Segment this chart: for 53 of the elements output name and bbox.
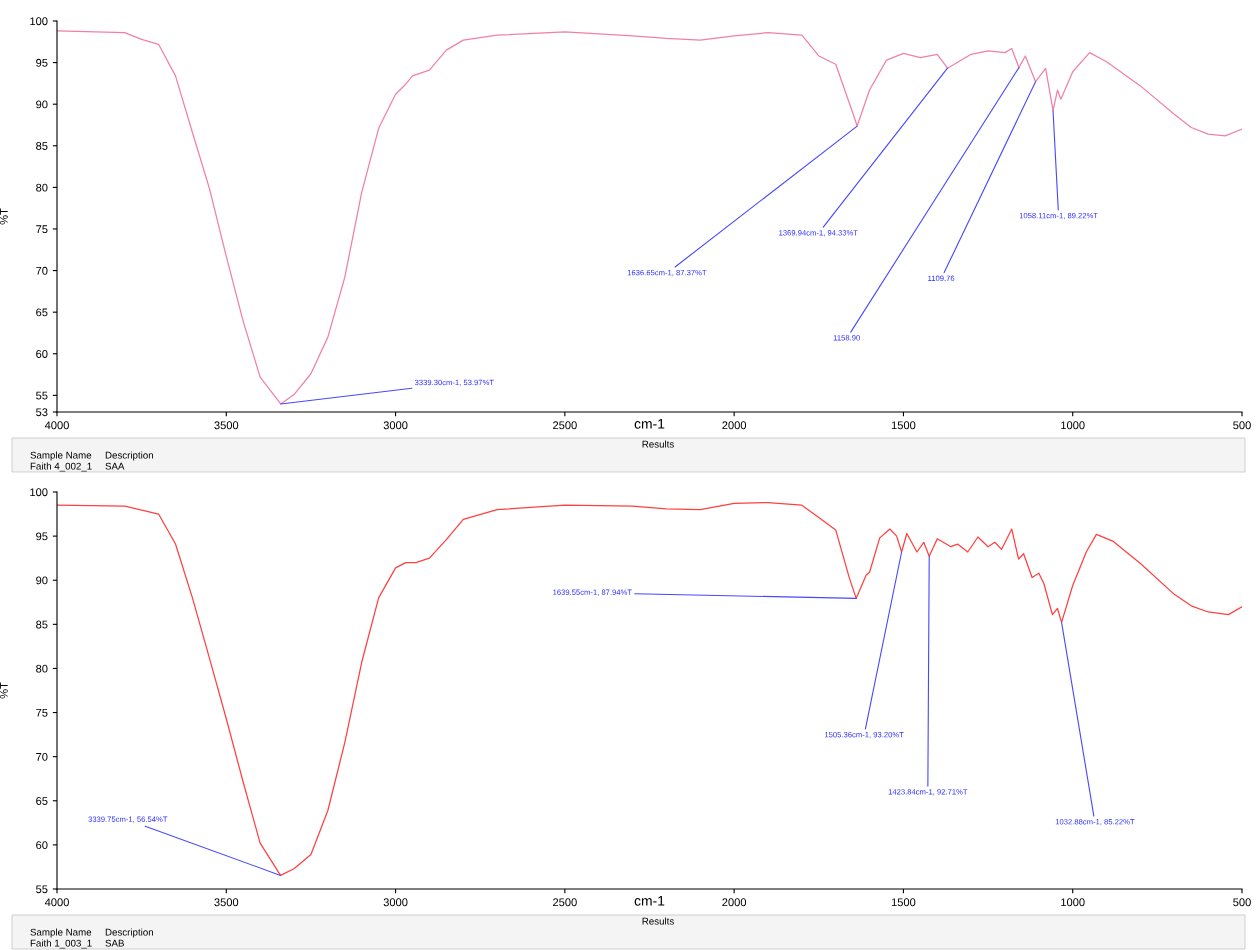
x-tick-label: 3500 <box>214 898 239 907</box>
x-tick-label: 2000 <box>722 898 747 907</box>
y-tick-label: 60 <box>36 841 48 850</box>
x-tick-label: 3000 <box>383 898 408 907</box>
x-tick-label: 2500 <box>553 898 577 907</box>
text: SAB <box>105 939 124 947</box>
x-tick-label: 1500 <box>891 421 916 430</box>
y-tick-label: 65 <box>36 797 48 805</box>
y-tick-label: 70 <box>36 752 48 761</box>
y-tick-label: 90 <box>36 100 48 109</box>
y-tick-label: 85 <box>36 142 48 150</box>
text: Description <box>105 928 153 938</box>
y-axis-title: %T <box>0 208 8 225</box>
text: Faith 1_003_1 <box>30 939 92 949</box>
y-tick-label: 95 <box>36 532 48 541</box>
line-series <box>57 501 1242 877</box>
text: Faith 4_002_1 <box>30 462 92 472</box>
y-tick-label: 55 <box>36 885 48 894</box>
y-tick-label: 80 <box>36 183 48 192</box>
y-tick-label: 60 <box>36 350 48 358</box>
line-series <box>57 30 1242 405</box>
y-tick-label: 70 <box>36 266 48 275</box>
y-tick-label: 85 <box>36 620 48 629</box>
text: Description <box>105 451 153 461</box>
x-tick-label: 1500 <box>891 898 916 907</box>
text: Results <box>642 917 674 925</box>
x-tick-label: 3500 <box>214 421 239 430</box>
y-tick-label: 95 <box>36 58 48 67</box>
text: Results <box>642 440 674 448</box>
y-tick-label: 55 <box>36 391 48 400</box>
text: Sample Name <box>30 928 92 938</box>
y-tick-label: 100 <box>30 17 48 26</box>
y-tick-label: 53 <box>36 408 48 417</box>
x-tick-label: 4000 <box>44 898 69 907</box>
x-tick-label: 4000 <box>44 421 69 430</box>
y-tick-label: 100 <box>30 488 48 497</box>
x-tick-label: 1000 <box>1061 898 1085 907</box>
y-tick-label: 90 <box>36 576 48 585</box>
y-tick-label: 75 <box>36 225 48 234</box>
x-axis-title: cm-1 <box>634 896 665 906</box>
x-tick-label: 3000 <box>383 421 408 430</box>
y-tick-label: 65 <box>36 308 48 317</box>
y-tick-label: 75 <box>36 708 48 717</box>
x-tick-label: 500 <box>1233 421 1251 430</box>
x-tick-label: 2000 <box>722 421 747 430</box>
text: SAA <box>105 462 125 470</box>
x-axis-title: cm-1 <box>634 419 665 429</box>
y-tick-label: 80 <box>36 664 48 673</box>
y-axis-title: %T <box>0 682 8 699</box>
x-tick-label: 1000 <box>1061 421 1085 430</box>
x-tick-label: 500 <box>1233 898 1251 907</box>
x-tick-label: 2500 <box>553 421 577 430</box>
text: Sample Name <box>30 451 92 461</box>
